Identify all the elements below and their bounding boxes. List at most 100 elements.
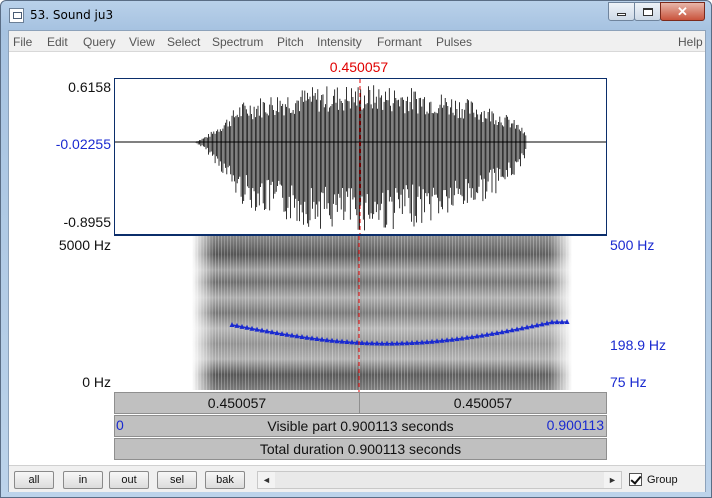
- scroll-left-icon[interactable]: ◄: [258, 472, 275, 488]
- menu-spectrum[interactable]: Spectrum: [212, 35, 264, 49]
- pitch-point: [374, 340, 380, 346]
- group-label: Group: [647, 473, 678, 486]
- scroll-right-icon[interactable]: ►: [604, 472, 621, 488]
- pitch-point: [514, 326, 520, 332]
- window-client-area: File Edit Query View Select Spectrum Pit…: [8, 30, 706, 492]
- pitch-point: [454, 336, 460, 342]
- pitch-point: [254, 326, 260, 332]
- pitch-point: [344, 339, 350, 344]
- pitch-point: [299, 334, 305, 339]
- wave-min-label: -0.8955: [63, 214, 111, 230]
- spectrogram-panel[interactable]: [114, 236, 607, 392]
- menu-help[interactable]: Help: [678, 35, 703, 49]
- menu-file[interactable]: File: [13, 35, 33, 49]
- pitch-point: [399, 340, 405, 346]
- pitch-point: [384, 340, 390, 346]
- time-bar-cursor[interactable]: 0.450057 0.450057: [114, 392, 607, 414]
- pitch-point: [289, 332, 295, 338]
- pitch-point: [284, 331, 290, 337]
- zoom-all-button[interactable]: all: [14, 471, 54, 489]
- pitch-point: [324, 337, 330, 343]
- pitch-point: [279, 331, 285, 336]
- visible-part-text: Visible part 0.900113 seconds: [267, 418, 454, 434]
- menu-formant[interactable]: Formant: [377, 35, 422, 49]
- total-duration-text: Total duration 0.900113 seconds: [259, 441, 462, 457]
- pitch-point: [339, 338, 345, 344]
- window-controls: ✕: [608, 2, 705, 21]
- pitch-point: [534, 322, 540, 328]
- pitch-point: [459, 335, 465, 341]
- group-toggle[interactable]: Group: [629, 473, 678, 486]
- pitch-point: [519, 325, 525, 331]
- pitch-point: [229, 322, 235, 327]
- pitch-point: [249, 325, 255, 331]
- pitch-point: [434, 338, 440, 344]
- wave-max-label: 0.6158: [68, 79, 111, 95]
- cursor-time-label: 0.450057: [329, 59, 389, 75]
- time-bar-right[interactable]: 0.450057: [360, 393, 606, 413]
- spec-bottom-label: 0 Hz: [82, 374, 111, 390]
- zoom-in-button[interactable]: in: [63, 471, 103, 489]
- spec-top-label: 5000 Hz: [58, 237, 111, 253]
- menu-query[interactable]: Query: [83, 35, 116, 49]
- pitch-point: [564, 319, 570, 324]
- pitch-point: [444, 337, 450, 343]
- visible-part-bar[interactable]: Visible part 0.900113 seconds: [114, 415, 607, 437]
- pitch-point: [464, 334, 470, 340]
- pitch-point: [364, 340, 370, 346]
- menu-pitch[interactable]: Pitch: [277, 35, 304, 49]
- visible-start-label: 0: [116, 417, 124, 433]
- menu-pulses[interactable]: Pulses: [436, 35, 473, 49]
- pitch-point: [494, 330, 500, 336]
- pitch-point: [274, 330, 280, 336]
- horizontal-scrollbar[interactable]: ◄ ►: [257, 471, 622, 489]
- close-icon: ✕: [677, 4, 688, 19]
- pitch-point: [414, 339, 420, 345]
- waveform-panel[interactable]: [114, 78, 607, 236]
- time-bar-left[interactable]: 0.450057: [115, 393, 360, 413]
- visible-end-label: 0.900113: [546, 417, 604, 433]
- waveform-plot: [115, 79, 606, 234]
- editor-area: 0.450057 0.6158 -0.02255 -0.8955 5000 Hz…: [9, 52, 705, 492]
- pitch-point: [259, 327, 265, 333]
- pitch-point: [524, 324, 530, 330]
- spectrogram-fade: [192, 236, 572, 390]
- pitch-cursor-label: 198.9 Hz: [610, 337, 667, 353]
- pitch-point: [554, 319, 560, 325]
- pitch-point: [489, 330, 495, 336]
- time-bar-left-label: 0.450057: [207, 395, 267, 411]
- pitch-point: [329, 337, 335, 343]
- pitch-point: [499, 329, 505, 335]
- pitch-point: [319, 336, 325, 342]
- group-checkbox[interactable]: [629, 473, 642, 486]
- pitch-top-label: 500 Hz: [610, 237, 655, 253]
- wave-mid-label: -0.02255: [55, 136, 111, 152]
- zoom-back-button[interactable]: bak: [205, 471, 245, 489]
- minimize-button[interactable]: [608, 2, 635, 21]
- pitch-point: [479, 332, 485, 338]
- pitch-point: [309, 335, 315, 341]
- pitch-bottom-label: 75 Hz: [610, 374, 647, 390]
- pitch-point: [509, 327, 515, 333]
- close-button[interactable]: ✕: [660, 2, 705, 21]
- pitch-point: [429, 338, 435, 344]
- menu-select[interactable]: Select: [167, 35, 201, 49]
- maximize-button[interactable]: [634, 2, 661, 21]
- pitch-point: [529, 323, 535, 329]
- pitch-point: [484, 331, 490, 337]
- pitch-point: [409, 340, 415, 345]
- zoom-sel-button[interactable]: sel: [157, 471, 197, 489]
- pitch-point: [359, 340, 365, 345]
- title-bar[interactable]: 53. Sound ju3 ✕: [1, 1, 711, 30]
- window-icon: [9, 8, 24, 23]
- zoom-out-button[interactable]: out: [109, 471, 149, 489]
- pitch-point: [379, 340, 385, 346]
- pitch-point: [234, 322, 240, 328]
- pitch-point: [369, 340, 375, 346]
- menu-edit[interactable]: Edit: [47, 35, 68, 49]
- total-duration-bar[interactable]: Total duration 0.900113 seconds: [114, 438, 607, 460]
- menu-view[interactable]: View: [129, 35, 155, 49]
- pitch-point: [394, 340, 400, 346]
- menu-intensity[interactable]: Intensity: [317, 35, 362, 49]
